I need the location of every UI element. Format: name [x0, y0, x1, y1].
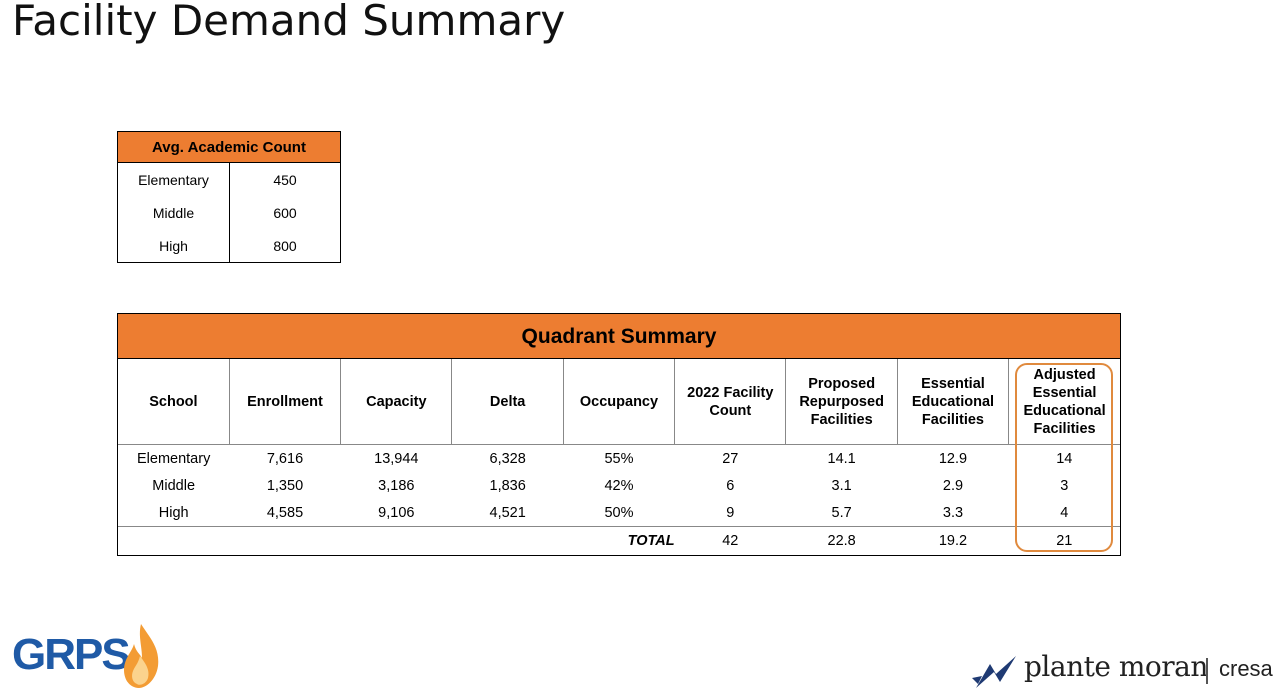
quadrant-summary-title: Quadrant Summary [118, 314, 1120, 359]
flame-icon [124, 624, 159, 688]
avg-row-label: Middle [117, 196, 230, 229]
total-adjusted-essential: 21 [1008, 526, 1120, 555]
cell-school: Elementary [136, 450, 211, 467]
cell-enrollment: 4,585 [266, 504, 304, 521]
plante-moran-mark-icon [972, 656, 1016, 688]
cell-facility-count: 9 [726, 504, 735, 521]
total-facility-count: 42 [674, 526, 786, 555]
column-header-adjusted-essential: Adjusted Essential Educational Facilitie… [1008, 359, 1120, 445]
header-row: School Enrollment Capacity Delta Occupan… [118, 359, 1120, 445]
cell-occupancy: 42% [604, 477, 634, 494]
total-essential-educational: 19.2 [897, 526, 1009, 555]
quadrant-summary-table: Quadrant Summary School Enrollment Capac… [117, 313, 1121, 556]
cell-facility-count: 27 [722, 450, 739, 467]
table-row: Elementary 7,616 13,944 6,328 55% 27 14.… [118, 445, 1120, 473]
cell-delta: 4,521 [489, 504, 526, 521]
column-header-occupancy: Occupancy [563, 359, 676, 445]
table-row: High 800 [117, 229, 341, 263]
column-header-facility-count: 2022 Facility Count [674, 359, 787, 445]
cell-proposed-repurposed: 3.1 [831, 477, 852, 494]
column-header-enrollment: Enrollment [229, 359, 342, 445]
table-row: Middle 1,350 3,186 1,836 42% 6 3.1 2.9 3 [118, 472, 1120, 499]
cell-occupancy: 50% [604, 504, 634, 521]
column-header-proposed-repurposed: Proposed Repurposed Facilities [785, 359, 898, 445]
column-header-delta: Delta [451, 359, 564, 445]
table-row: High 4,585 9,106 4,521 50% 9 5.7 3.3 4 [118, 499, 1120, 527]
total-proposed-repurposed: 22.8 [785, 526, 898, 555]
table-row: Elementary 450 [117, 162, 341, 196]
avg-row-value: 450 [273, 171, 297, 188]
cell-school: High [158, 504, 189, 521]
cresa-text: cresa [1219, 656, 1273, 681]
cell-delta: 1,836 [489, 477, 526, 494]
avg-row-label: High [117, 229, 230, 263]
grps-logo-text: GRPS [12, 630, 131, 679]
table-row: Middle 600 [117, 196, 341, 229]
total-row: TOTAL 42 22.8 19.2 21 [118, 526, 1120, 555]
cell-adjusted-essential: 4 [1060, 504, 1069, 521]
cell-enrollment: 1,350 [266, 477, 304, 494]
cell-occupancy: 55% [604, 450, 634, 467]
avg-table-header: Avg. Academic Count [117, 131, 341, 163]
cell-facility-count: 6 [726, 477, 735, 494]
cell-proposed-repurposed: 5.7 [831, 504, 852, 521]
cell-essential-educational: 12.9 [938, 450, 968, 467]
avg-row-value: 800 [273, 237, 297, 254]
avg-academic-count-table: Avg. Academic Count Elementary 450 Middl… [117, 131, 341, 263]
cell-essential-educational: 2.9 [942, 477, 964, 494]
cell-proposed-repurposed: 14.1 [827, 450, 856, 467]
logo-divider [1206, 658, 1208, 684]
cell-adjusted-essential: 3 [1060, 477, 1069, 494]
avg-row-label: Elementary [117, 162, 230, 196]
avg-row-value: 600 [273, 204, 297, 221]
plante-moran-text: plante moran [1024, 650, 1208, 683]
plante-moran-cresa-logo: plante moran cresa [972, 648, 1273, 692]
column-header-essential-educational: Essential Educational Facilities [897, 359, 1010, 445]
column-header-capacity: Capacity [340, 359, 453, 445]
cell-capacity: 3,186 [378, 477, 415, 494]
cell-adjusted-essential: 14 [1056, 450, 1073, 467]
quadrant-table-body: School Enrollment Capacity Delta Occupan… [118, 359, 1120, 555]
cell-enrollment: 7,616 [266, 450, 304, 467]
cell-delta: 6,328 [489, 450, 526, 467]
cell-capacity: 13,944 [374, 450, 419, 467]
cell-essential-educational: 3.3 [942, 504, 964, 521]
total-label: TOTAL [118, 526, 675, 555]
column-header-school: School [118, 359, 230, 445]
cell-school: Middle [152, 477, 196, 494]
cell-capacity: 9,106 [378, 504, 415, 521]
page-title: Facility Demand Summary [12, 0, 566, 45]
